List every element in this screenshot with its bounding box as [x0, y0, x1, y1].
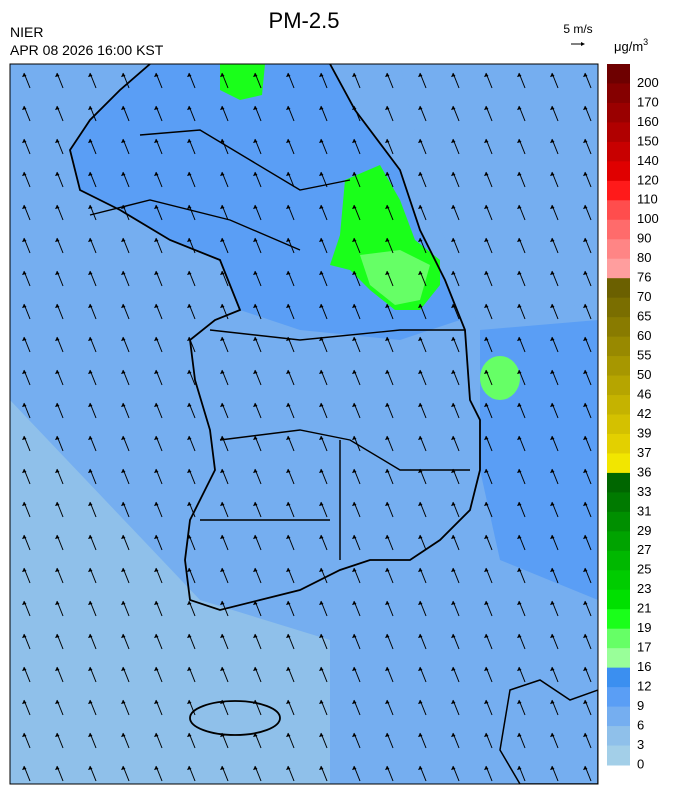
wind-scale-arrow [571, 42, 585, 46]
colorbar-label: 65 [637, 309, 651, 324]
colorbar-segment [607, 141, 630, 162]
colorbar-segment [607, 726, 630, 747]
colorbar-segment [607, 550, 630, 571]
map-frame [9, 63, 599, 785]
colorbar-segment [607, 239, 630, 260]
colorbar-label: 160 [637, 114, 659, 129]
colorbar-segment [607, 472, 630, 493]
colorbar-segment [607, 200, 630, 221]
colorbar-segment [607, 453, 630, 474]
colorbar-label: 55 [637, 348, 651, 363]
colorbar-label: 17 [637, 640, 651, 655]
colorbar-label: 100 [637, 211, 659, 226]
colorbar-segment [607, 628, 630, 649]
colorbar-label: 0 [637, 756, 644, 771]
colorbar-label: 29 [637, 523, 651, 538]
colorbar-segment [607, 492, 630, 513]
colorbar-label: 33 [637, 484, 651, 499]
colorbar-label: 50 [637, 367, 651, 382]
colorbar-label: 37 [637, 445, 651, 460]
colorbar-segment [607, 317, 630, 338]
colorbar-segment [607, 609, 630, 630]
colorbar-label: 19 [637, 620, 651, 635]
colorbar-label: 110 [637, 192, 658, 207]
unit-sup: 3 [643, 37, 648, 47]
colorbar-label: 27 [637, 542, 651, 557]
colorbar-label: 21 [637, 601, 651, 616]
colorbar-label: 39 [637, 425, 651, 440]
unit-base: μg/m [614, 39, 643, 54]
colorbar-label: 150 [637, 133, 659, 148]
colorbar: 2001701601501401201101009080767065605550… [607, 64, 659, 771]
colorbar-label: 36 [637, 464, 651, 479]
colorbar-segment [607, 375, 630, 396]
colorbar-segment [607, 687, 630, 708]
timestamp: APR 08 2026 16:00 KST [10, 42, 164, 58]
colorbar-label: 23 [637, 581, 651, 596]
colorbar-label: 90 [637, 231, 651, 246]
colorbar-label: 12 [637, 679, 651, 694]
colorbar-segment [607, 433, 630, 454]
colorbar-segment [607, 706, 630, 727]
colorbar-segment [607, 122, 630, 143]
colorbar-label: 6 [637, 717, 644, 732]
colorbar-label: 31 [637, 503, 651, 518]
colorbar-label: 42 [637, 406, 651, 421]
agency: NIER [10, 24, 43, 40]
colorbar-segment [607, 745, 630, 766]
colorbar-label: 170 [637, 94, 659, 109]
colorbar-segment [607, 161, 630, 182]
colorbar-segment [607, 336, 630, 357]
colorbar-segment [607, 511, 630, 532]
colorbar-label: 120 [637, 172, 659, 187]
colorbar-label: 76 [637, 270, 651, 285]
colorbar-segment [607, 83, 630, 104]
colorbar-segment [607, 531, 630, 552]
colorbar-label: 60 [637, 328, 651, 343]
colorbar-segment [607, 356, 630, 377]
colorbar-segment [607, 278, 630, 299]
colorbar-segment [607, 589, 630, 610]
colorbar-segment [607, 297, 630, 318]
colorbar-label: 25 [637, 562, 651, 577]
colorbar-label: 3 [637, 737, 644, 752]
wind-scale-label: 5 m/s [563, 22, 592, 36]
colorbar-segment [607, 570, 630, 591]
map [10, 64, 598, 784]
colorbar-segment [607, 414, 630, 435]
colorbar-label: 46 [637, 386, 651, 401]
colorbar-label: 200 [637, 75, 659, 90]
colorbar-segment [607, 648, 630, 669]
colorbar-label: 16 [637, 659, 651, 674]
unit-label: μg/m3 [614, 37, 648, 54]
colorbar-segment [607, 102, 630, 123]
colorbar-label: 9 [637, 698, 644, 713]
colorbar-segment [607, 667, 630, 688]
colorbar-segment [607, 258, 630, 279]
title: PM-2.5 [269, 8, 340, 33]
colorbar-label: 70 [637, 289, 651, 304]
colorbar-label: 80 [637, 250, 651, 265]
colorbar-segment [607, 64, 630, 84]
colorbar-segment [607, 395, 630, 415]
colorbar-segment [607, 180, 630, 201]
colorbar-label: 140 [637, 153, 659, 168]
colorbar-segment [607, 219, 630, 240]
